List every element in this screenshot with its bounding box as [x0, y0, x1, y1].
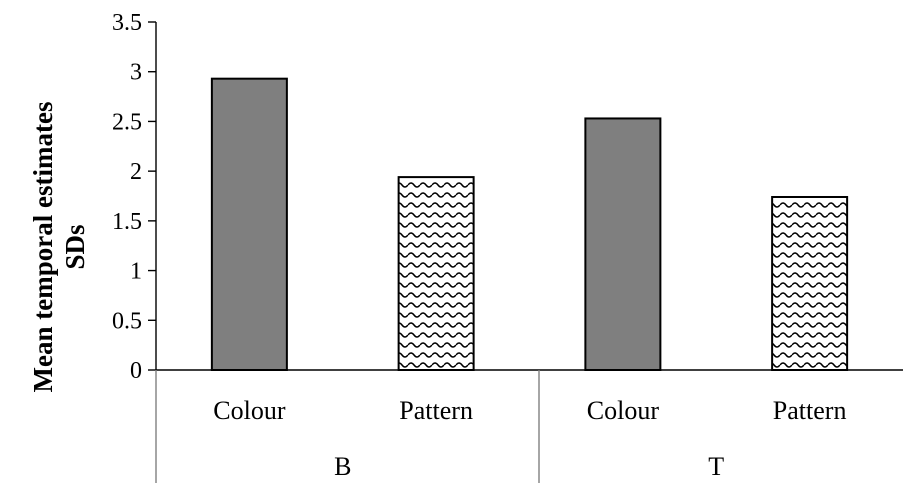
bars	[210, 77, 849, 372]
y-tick-label: 0.5	[112, 308, 142, 334]
y-tick-label: 0	[130, 358, 142, 384]
x-category-label: Colour	[587, 396, 660, 425]
y-tick-label: 2	[130, 159, 142, 185]
x-group-label: T	[708, 452, 724, 481]
bar-t-pattern	[771, 195, 849, 371]
bar-t-colour	[584, 117, 662, 372]
x-axis-labels: Colour Pattern B Colour Pattern T	[213, 396, 846, 481]
x-category-label: Colour	[213, 396, 286, 425]
bar-b-colour	[210, 77, 288, 371]
y-axis-label-line-2: SDs	[60, 224, 90, 269]
bar-b-pattern	[397, 176, 475, 371]
x-group-label: B	[334, 452, 351, 481]
y-tick-label: 1.5	[112, 209, 142, 235]
y-axis-label-line-1: Mean temporal estimates	[28, 102, 58, 393]
x-category-label: Pattern	[773, 396, 847, 425]
y-tick-label: 2.5	[112, 109, 142, 135]
x-category-label: Pattern	[399, 396, 473, 425]
y-axis-ticks: 0 0.5 1 1.5 2 2.5 3 3.5	[112, 10, 156, 384]
y-tick-label: 3	[130, 60, 142, 86]
y-tick-label: 3.5	[112, 10, 142, 36]
y-tick-label: 1	[130, 259, 142, 285]
